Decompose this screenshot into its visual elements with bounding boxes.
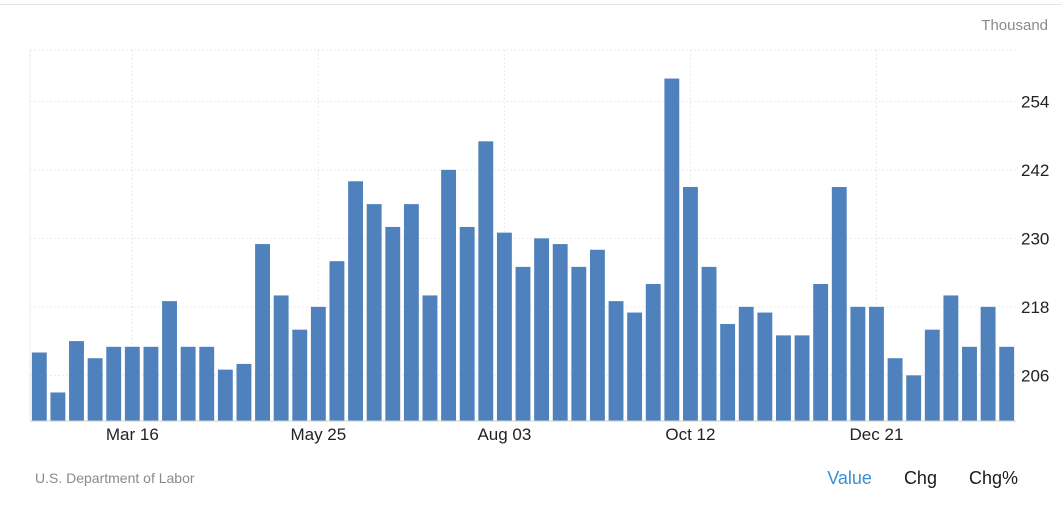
bar	[31, 352, 47, 421]
bar	[236, 363, 252, 421]
bar	[720, 323, 736, 421]
bar	[50, 392, 66, 421]
bar	[924, 329, 940, 421]
bar	[496, 232, 512, 421]
bar	[329, 261, 345, 421]
bar	[403, 204, 419, 421]
bar	[199, 346, 215, 421]
bar	[273, 295, 289, 421]
y-tick-labels: 206 218 230 242 254	[1021, 92, 1049, 385]
y-tick-label: 254	[1021, 92, 1049, 111]
x-tick-label: Mar 16	[106, 425, 159, 444]
bar	[385, 226, 401, 421]
bar	[292, 329, 308, 421]
bar	[869, 306, 884, 421]
bar	[515, 266, 531, 421]
bar	[999, 346, 1015, 421]
y-tick-label: 206	[1021, 366, 1049, 385]
y-tick-label: 242	[1021, 161, 1049, 180]
tab-chg[interactable]: Chg	[903, 468, 937, 488]
bar	[980, 306, 996, 421]
bar	[738, 306, 754, 421]
bar	[217, 369, 233, 421]
bar	[776, 335, 791, 421]
x-tick-label: Oct 12	[665, 425, 715, 444]
bar	[348, 181, 364, 421]
bar	[552, 244, 568, 421]
bar	[571, 266, 587, 421]
bar	[310, 306, 326, 421]
x-tick-label: Dec 21	[850, 425, 904, 444]
x-tick-label: May 25	[290, 425, 346, 444]
source-label: U.S. Department of Labor	[35, 470, 195, 486]
y-tick-label: 230	[1021, 229, 1049, 248]
y-tick-label: 218	[1021, 298, 1049, 317]
bar	[701, 266, 717, 421]
bar	[682, 186, 698, 421]
bar	[180, 346, 196, 421]
bar	[422, 295, 438, 421]
bar	[255, 244, 270, 421]
tab-chg-percent[interactable]: Chg%	[968, 468, 1018, 488]
bar	[478, 141, 494, 422]
bar	[794, 335, 810, 421]
bar	[962, 346, 977, 421]
top-rule	[0, 4, 1062, 5]
bar	[831, 186, 847, 421]
unit-label: Thousand	[981, 17, 1048, 34]
bar	[366, 204, 382, 421]
bar	[143, 346, 159, 421]
bar	[69, 341, 84, 421]
bar	[608, 301, 624, 421]
bar	[813, 284, 829, 421]
bar	[887, 358, 903, 421]
bar	[534, 238, 550, 421]
tab-value[interactable]: Value	[827, 468, 872, 488]
bar	[645, 284, 661, 421]
bar	[87, 358, 103, 421]
bar	[589, 249, 605, 421]
bars-layer	[31, 78, 1015, 422]
bar	[459, 226, 475, 421]
bar	[106, 346, 122, 421]
bar	[906, 375, 922, 421]
bar	[757, 312, 773, 421]
bar	[943, 295, 959, 421]
x-tick-label: Aug 03	[477, 425, 531, 444]
bar	[124, 346, 140, 421]
bar	[850, 306, 866, 421]
bar	[627, 312, 643, 421]
view-tabs: Value Chg Chg%	[795, 468, 1018, 489]
bar	[441, 169, 457, 421]
bar	[664, 78, 680, 422]
x-tick-labels: Mar 16 May 25 Aug 03 Oct 12 Dec 21	[106, 425, 904, 444]
bar	[162, 301, 177, 421]
